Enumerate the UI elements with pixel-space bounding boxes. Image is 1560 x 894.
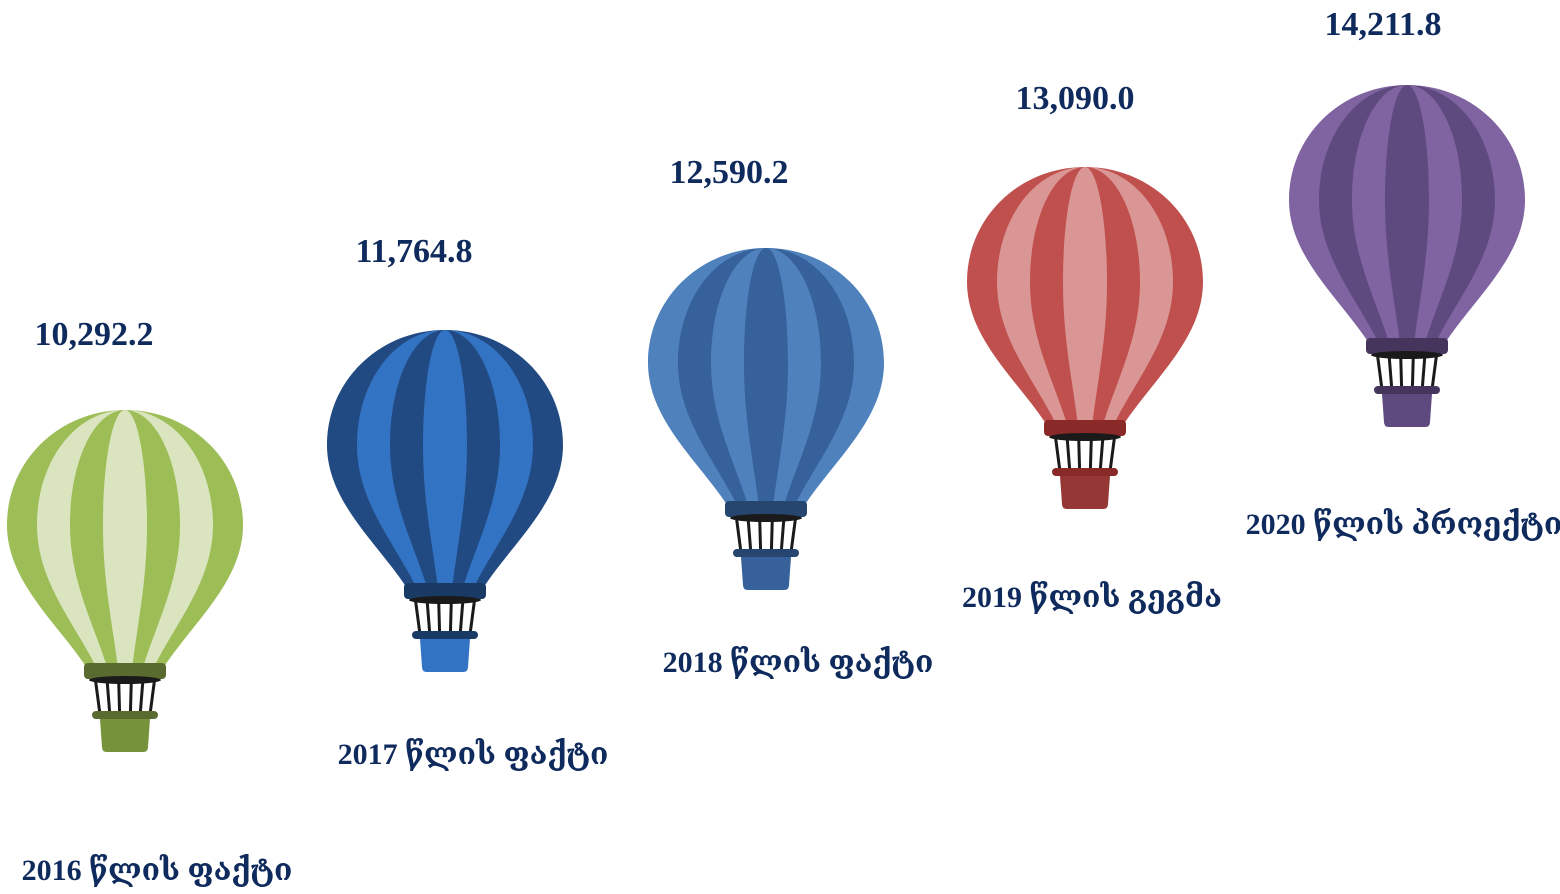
rope bbox=[1420, 355, 1427, 389]
balloon-ring bbox=[1371, 351, 1443, 359]
basket-rim bbox=[412, 631, 478, 639]
rope bbox=[789, 518, 797, 552]
category-label: 2020 წლის პროექტი bbox=[1246, 508, 1560, 541]
basket-rim bbox=[92, 711, 158, 719]
rope bbox=[437, 600, 442, 634]
balloon bbox=[967, 167, 1203, 509]
rope bbox=[148, 680, 156, 714]
balloon-ring bbox=[730, 514, 802, 522]
basket bbox=[741, 557, 791, 590]
balloon bbox=[327, 330, 563, 672]
rope bbox=[1399, 355, 1404, 389]
balloon-ring bbox=[409, 596, 481, 604]
basket-rim bbox=[1052, 468, 1118, 476]
rope bbox=[1077, 437, 1082, 471]
rope bbox=[1088, 437, 1093, 471]
rope bbox=[1387, 355, 1394, 389]
balloon-stripe bbox=[103, 410, 147, 665]
balloon bbox=[7, 410, 243, 752]
value-label: 11,764.8 bbox=[355, 233, 472, 270]
rope bbox=[1065, 437, 1072, 471]
rope bbox=[1430, 355, 1438, 389]
basket bbox=[1382, 394, 1432, 427]
rope bbox=[779, 518, 786, 552]
category-label: 2019 წლის გეგმა bbox=[962, 581, 1222, 614]
balloon-band bbox=[404, 583, 486, 599]
basket bbox=[100, 719, 150, 752]
rope bbox=[746, 518, 753, 552]
category-label: 2018 წლის ფაქტი bbox=[663, 646, 934, 679]
rope bbox=[448, 600, 453, 634]
basket-rim bbox=[733, 549, 799, 557]
category-label: 2017 წლის ფაქტი bbox=[338, 738, 609, 771]
value-label: 12,590.2 bbox=[670, 154, 789, 191]
rope bbox=[94, 680, 102, 714]
rope bbox=[1410, 355, 1415, 389]
rope bbox=[758, 518, 763, 552]
value-label: 10,292.2 bbox=[35, 316, 154, 353]
rope bbox=[117, 680, 122, 714]
basket-rim bbox=[1374, 386, 1440, 394]
balloon-band bbox=[725, 501, 807, 517]
basket bbox=[1060, 476, 1110, 509]
balloon-ring bbox=[1049, 433, 1121, 441]
rope bbox=[128, 680, 133, 714]
rope bbox=[769, 518, 774, 552]
rope bbox=[425, 600, 432, 634]
balloon-stripe bbox=[1063, 167, 1107, 422]
balloon-stripe bbox=[1385, 85, 1429, 340]
balloon-stripe bbox=[744, 248, 788, 503]
rope bbox=[735, 518, 743, 552]
rope bbox=[1108, 437, 1116, 471]
balloon-band bbox=[1366, 338, 1448, 354]
balloon-ring bbox=[89, 676, 161, 684]
balloon-band bbox=[84, 663, 166, 679]
basket bbox=[420, 639, 470, 672]
rope bbox=[458, 600, 465, 634]
rope bbox=[1054, 437, 1062, 471]
rope bbox=[105, 680, 112, 714]
value-label: 14,211.8 bbox=[1324, 6, 1441, 43]
value-label: 13,090.0 bbox=[1016, 80, 1135, 117]
rope bbox=[414, 600, 422, 634]
balloon-stripe bbox=[423, 330, 467, 585]
rope bbox=[138, 680, 145, 714]
category-label: 2016 წლის ფაქტი bbox=[22, 854, 293, 887]
rope bbox=[1376, 355, 1384, 389]
rope bbox=[468, 600, 476, 634]
balloon bbox=[1289, 85, 1525, 427]
rope bbox=[1098, 437, 1105, 471]
balloon bbox=[648, 248, 884, 590]
balloon-band bbox=[1044, 420, 1126, 436]
